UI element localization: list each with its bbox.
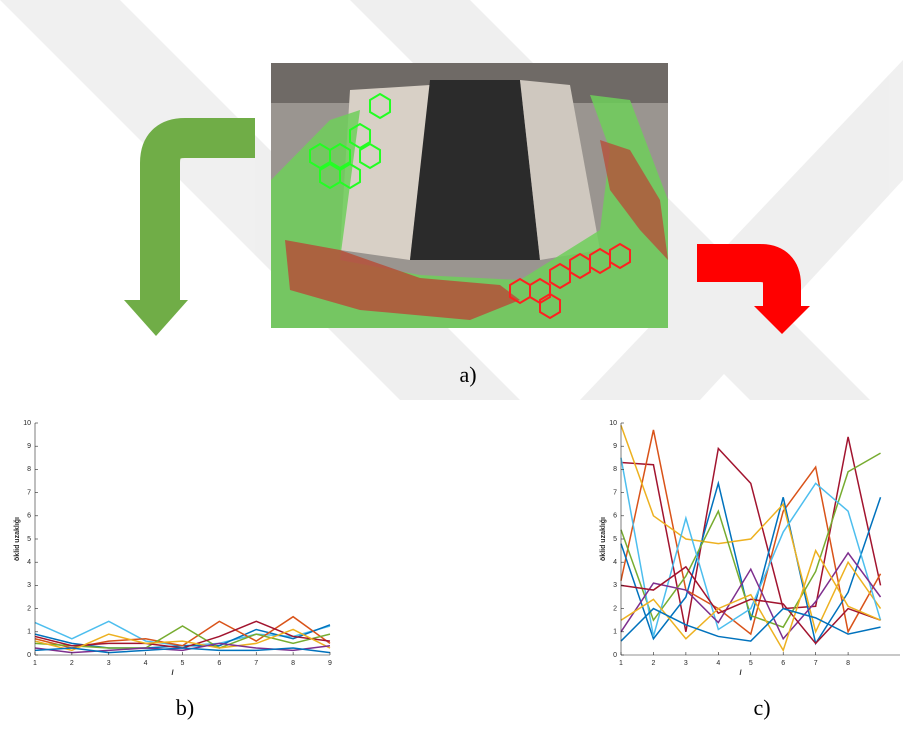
x-tick-label: 5 [181,660,185,667]
y-tick-label: 0 [613,652,617,659]
y-tick-label: 9 [613,443,617,450]
y-tick-label: 7 [613,489,617,496]
x-axis-label: l [172,670,175,677]
caption: b) [176,695,194,720]
y-tick-label: 8 [27,466,31,473]
y-axis-label: öklid uzaklığı [14,517,21,561]
y-tick-label: 7 [27,489,31,496]
x-tick-label: 5 [749,660,753,667]
x-tick-label: 4 [716,660,720,667]
x-tick-label: 3 [107,660,111,667]
y-tick-label: 10 [23,420,31,427]
x-tick-label: 4 [144,660,148,667]
y-axis-label: öklid uzaklığı [600,517,607,561]
plot-area [621,423,900,655]
page: a) 012345678910123456789öklid uzaklığılb… [0,0,903,749]
y-tick-label: 4 [27,559,31,566]
x-tick-label: 8 [846,660,850,667]
y-tick-label: 5 [27,536,31,543]
x-tick-label: 9 [328,660,332,667]
figure: a) 012345678910123456789öklid uzaklığılb… [0,0,903,749]
y-tick-label: 6 [27,513,31,520]
y-tick-label: 0 [27,652,31,659]
x-tick-label: 2 [651,660,655,667]
x-tick-label: 2 [70,660,74,667]
y-tick-label: 5 [613,536,617,543]
photo [271,63,668,328]
caption: c) [753,695,770,720]
y-tick-label: 6 [613,513,617,520]
x-tick-label: 3 [684,660,688,667]
x-tick-label: 7 [814,660,818,667]
x-tick-label: 1 [33,660,37,667]
y-tick-label: 4 [613,559,617,566]
y-tick-label: 1 [27,629,31,636]
y-tick-label: 9 [27,443,31,450]
x-tick-label: 6 [217,660,221,667]
y-tick-label: 3 [613,582,617,589]
x-tick-label: 1 [619,660,623,667]
y-tick-label: 3 [27,582,31,589]
x-tick-label: 7 [254,660,258,667]
caption: a) [459,362,476,387]
y-tick-label: 2 [613,605,617,612]
y-tick-label: 10 [609,420,617,427]
x-tick-label: 8 [291,660,295,667]
x-axis-label: l [740,670,743,677]
y-tick-label: 1 [613,629,617,636]
plot-area [35,423,330,655]
x-tick-label: 6 [781,660,785,667]
y-tick-label: 8 [613,466,617,473]
y-tick-label: 2 [27,605,31,612]
